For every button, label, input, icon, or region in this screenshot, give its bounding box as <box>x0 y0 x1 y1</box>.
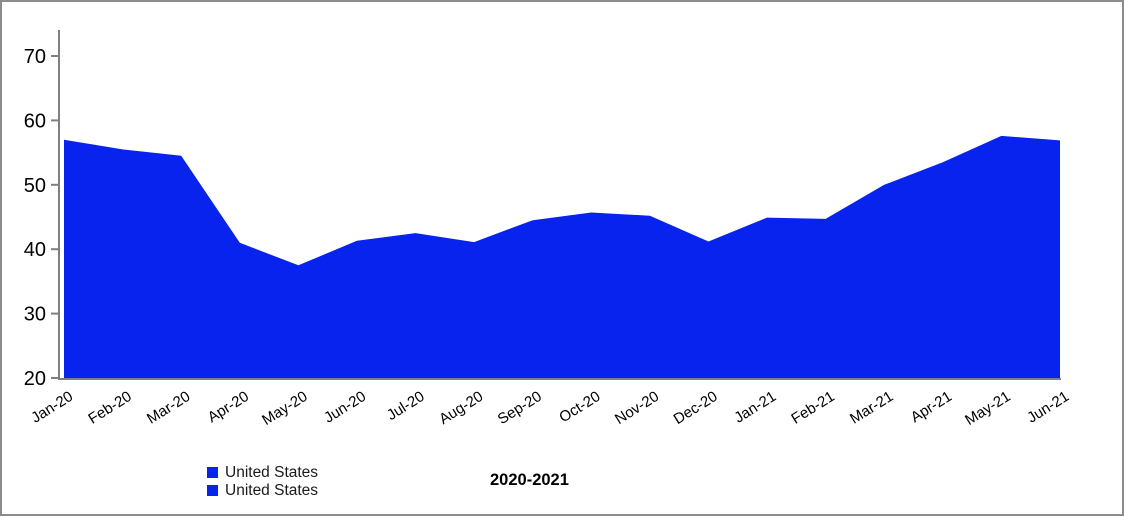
y-axis-tick-label: 50 <box>24 175 46 197</box>
legend-item-label: United States <box>225 482 319 499</box>
y-axis-tick-label: 40 <box>24 239 46 261</box>
x-axis-tick-label: Feb-20 <box>85 388 134 428</box>
x-axis-tick-label: Mar-21 <box>847 388 896 428</box>
x-axis-tick-label: Jun-21 <box>1024 388 1072 427</box>
x-axis-tick-label: Aug-20 <box>436 388 486 428</box>
x-axis-tick-label: Nov-20 <box>612 388 662 428</box>
area-series-united-states <box>64 135 1060 378</box>
x-axis-tick-label: Jul-20 <box>384 388 428 424</box>
y-axis-tick-label: 70 <box>24 46 46 68</box>
legend: United States United States <box>207 464 318 499</box>
y-axis-tick-label: 60 <box>24 110 46 132</box>
x-axis-tick-label: May-21 <box>962 388 1013 429</box>
x-axis-tick-label: Mar-20 <box>144 388 193 428</box>
x-axis-tick-label: Dec-20 <box>671 388 721 428</box>
period-label: 2020-2021 <box>490 471 569 489</box>
legend-item: United States <box>207 482 318 499</box>
x-axis-tick-label: Jan-20 <box>28 388 76 427</box>
legend-item-label: United States <box>225 464 319 481</box>
legend-swatch <box>207 467 218 478</box>
x-axis-tick-label: Jun-20 <box>321 388 369 427</box>
x-axis-tick-label: Jan-21 <box>731 388 779 427</box>
y-axis-tick-label: 20 <box>24 368 46 390</box>
x-axis-tick-label: Feb-21 <box>788 388 837 428</box>
x-axis-tick-label: Oct-20 <box>556 388 603 426</box>
x-axis-tick-label: Sep-20 <box>495 388 545 428</box>
x-axis-tick-label: Apr-21 <box>908 388 955 426</box>
x-axis-tick-label: May-20 <box>259 388 310 429</box>
legend-swatch <box>207 485 218 496</box>
legend-item: United States <box>207 464 318 481</box>
y-axis-tick-label: 30 <box>24 304 46 326</box>
x-axis-tick-label: Apr-20 <box>205 388 252 426</box>
